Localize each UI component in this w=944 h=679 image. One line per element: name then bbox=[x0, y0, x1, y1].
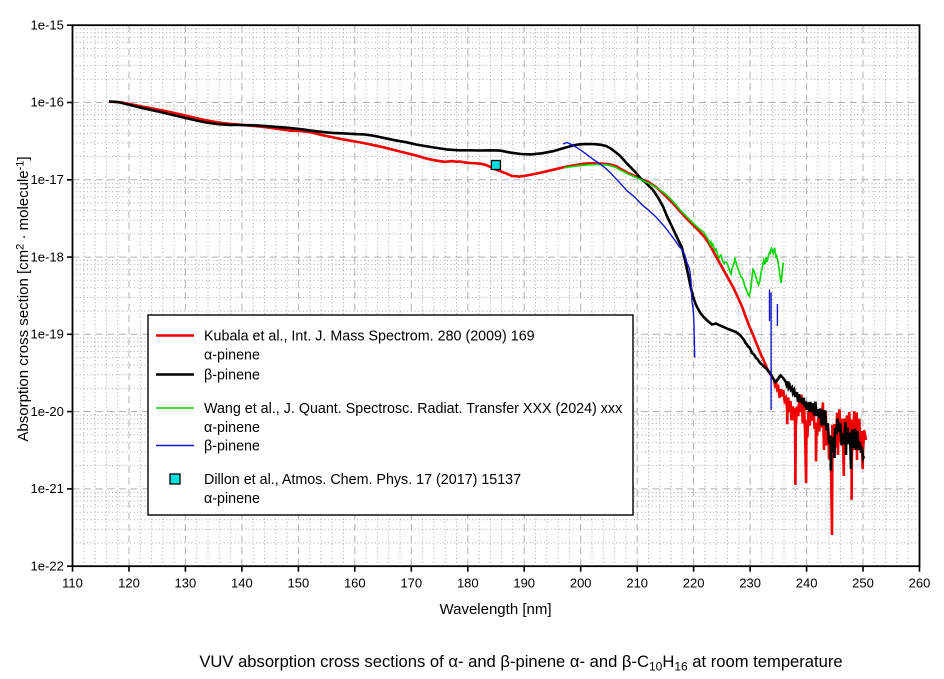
svg-text:Dillon et al., Atmos. Chem. Ph: Dillon et al., Atmos. Chem. Phys. 17 (20… bbox=[204, 472, 521, 488]
svg-text:β-pinene: β-pinene bbox=[204, 368, 260, 384]
svg-text:α-pinene: α-pinene bbox=[204, 491, 260, 507]
svg-text:α-pinene: α-pinene bbox=[204, 420, 260, 436]
svg-text:1e-17: 1e-17 bbox=[31, 172, 64, 187]
svg-text:1e-21: 1e-21 bbox=[31, 481, 64, 496]
svg-text:200: 200 bbox=[570, 575, 592, 590]
svg-text:1e-15: 1e-15 bbox=[31, 17, 64, 32]
svg-text:Absorption cross section [cm2: Absorption cross section [cm2 · molecule… bbox=[15, 156, 33, 441]
svg-text:150: 150 bbox=[288, 575, 310, 590]
svg-text:1e-22: 1e-22 bbox=[31, 558, 64, 573]
svg-text:Wavelength [nm]: Wavelength [nm] bbox=[440, 601, 552, 618]
svg-text:160: 160 bbox=[344, 575, 366, 590]
svg-text:180: 180 bbox=[457, 575, 479, 590]
svg-text:260: 260 bbox=[909, 575, 931, 590]
svg-text:Wang et al., J. Quant. Spectro: Wang et al., J. Quant. Spectrosc. Radiat… bbox=[204, 401, 622, 417]
svg-text:210: 210 bbox=[626, 575, 648, 590]
svg-text:1e-20: 1e-20 bbox=[31, 404, 64, 419]
svg-text:220: 220 bbox=[683, 575, 705, 590]
svg-text:1e-18: 1e-18 bbox=[31, 249, 64, 264]
svg-text:190: 190 bbox=[513, 575, 535, 590]
svg-text:120: 120 bbox=[118, 575, 140, 590]
svg-text:240: 240 bbox=[796, 575, 818, 590]
svg-text:β-pinene: β-pinene bbox=[204, 439, 260, 455]
svg-text:α-pinene: α-pinene bbox=[204, 348, 260, 364]
svg-text:Kubala et al., Int. J. Mass Sp: Kubala et al., Int. J. Mass Spectrom. 28… bbox=[204, 329, 535, 345]
svg-text:250: 250 bbox=[852, 575, 874, 590]
svg-text:130: 130 bbox=[175, 575, 197, 590]
svg-text:VUV absorption cross sections: VUV absorption cross sections of α- and … bbox=[199, 652, 842, 674]
svg-text:1e-19: 1e-19 bbox=[31, 327, 64, 342]
svg-text:140: 140 bbox=[231, 575, 253, 590]
svg-text:110: 110 bbox=[62, 575, 83, 590]
svg-text:230: 230 bbox=[739, 575, 761, 590]
svg-text:1e-16: 1e-16 bbox=[31, 95, 64, 110]
svg-text:170: 170 bbox=[400, 575, 422, 590]
